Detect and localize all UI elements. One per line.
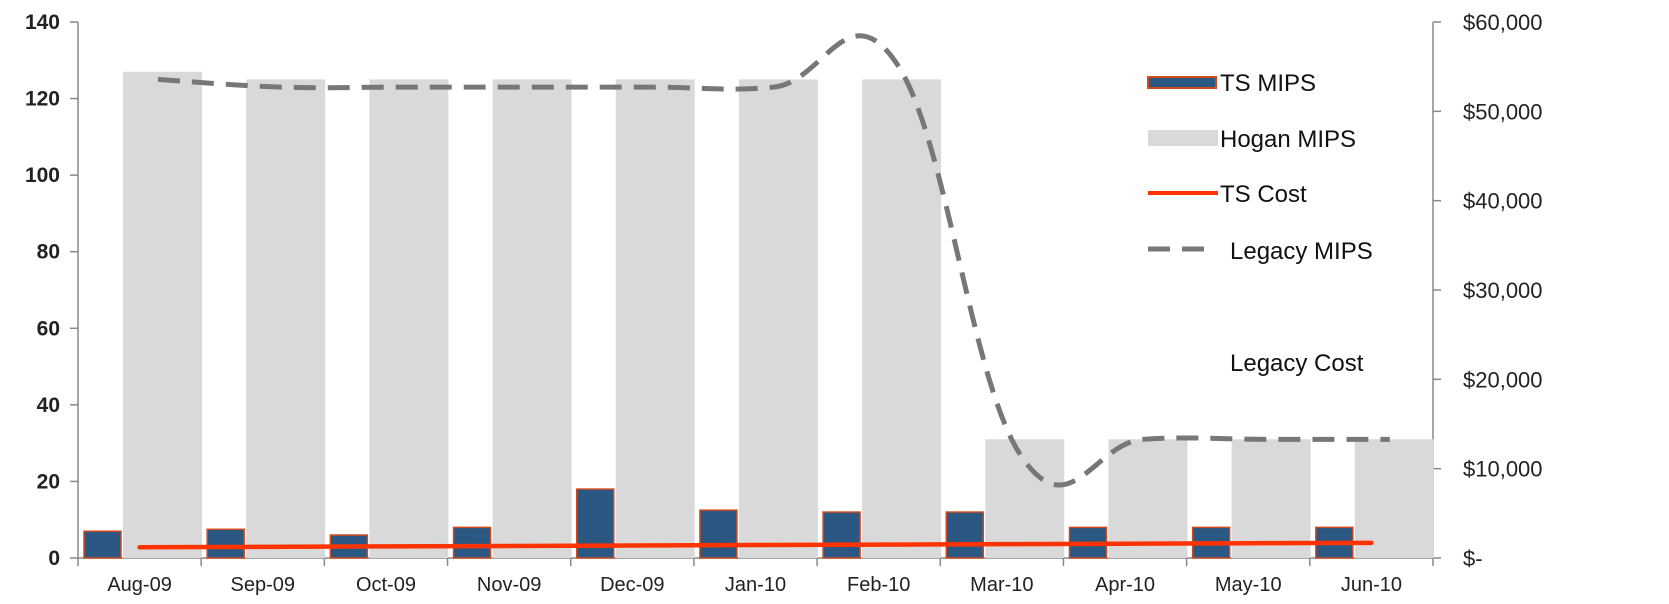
legend-label-hogan-mips: Hogan MIPS	[1220, 126, 1356, 153]
hogan-mips-bar	[246, 79, 326, 558]
x-tick-label: Oct-09	[356, 574, 416, 596]
hogan-mips-bar	[738, 79, 818, 558]
x-tick-label: Sep-09	[231, 574, 296, 596]
legacy-mips-line	[157, 33, 1390, 488]
legend-label-legacy-mips: Legacy MIPS	[1230, 238, 1373, 265]
right-tick-label: $50,000	[1463, 99, 1543, 124]
hogan-mips-bar	[369, 79, 449, 558]
hogan-mips-bar	[1231, 439, 1311, 558]
legend: TS MIPS Hogan MIPS TS Cost Legacy MIPS Legac…	[1147, 70, 1373, 377]
left-axis: 0 20 40 60 80 100 120 140	[25, 11, 79, 570]
left-tick-label: 40	[37, 394, 60, 417]
ts-mips-bar	[699, 509, 738, 559]
x-tick-label: Aug-09	[107, 574, 172, 596]
hogan-mips-bar	[615, 79, 695, 558]
ts-mips-bar	[206, 528, 245, 559]
right-axis: $- $10,000 $20,000 $30,000 $40,000 $50,000 $60…	[1432, 10, 1543, 571]
right-tick-label: $10,000	[1463, 457, 1543, 482]
right-tick-label: $30,000	[1463, 278, 1543, 303]
x-tick-label: Feb-10	[847, 574, 910, 596]
legend-swatch-ts-mips	[1147, 76, 1217, 89]
hogan-mips-bar	[985, 439, 1065, 558]
left-tick-label: 80	[37, 241, 60, 264]
ts-mips-bar	[83, 530, 122, 559]
right-tick-label: $60,000	[1463, 10, 1543, 35]
lines	[137, 33, 1390, 550]
x-tick-label: Mar-10	[970, 574, 1033, 596]
left-tick-label: 0	[48, 547, 60, 570]
ts-mips-bar	[822, 511, 861, 559]
hogan-mips-bar	[1354, 439, 1434, 558]
x-tick-label: Dec-09	[600, 574, 664, 596]
hogan-mips-bar	[862, 79, 942, 558]
legend-swatch-hogan-mips	[1148, 130, 1218, 146]
hogan-mips-bar	[1108, 439, 1188, 558]
left-tick-label: 20	[37, 470, 60, 493]
right-tick-label: $-	[1463, 546, 1483, 571]
left-tick-label: 140	[25, 11, 60, 34]
left-tick-label: 60	[37, 317, 60, 340]
right-tick-label: $40,000	[1463, 189, 1543, 214]
x-tick-label: Nov-09	[477, 574, 541, 596]
x-tick-label: Apr-10	[1095, 574, 1155, 596]
x-tick-label: Jun-10	[1341, 574, 1402, 596]
ts-mips-bar	[452, 526, 492, 559]
hogan-mips-bar	[492, 79, 572, 558]
x-tick-label: May-10	[1215, 574, 1282, 596]
bars	[83, 71, 1434, 559]
x-tick-label: Jan-10	[725, 574, 786, 596]
left-tick-label: 100	[25, 164, 60, 187]
x-axis: Aug-09 Sep-09 Oct-09 Nov-09 Dec-09 Jan-10 Feb-…	[77, 557, 1434, 596]
legend-label-ts-mips: TS MIPS	[1220, 70, 1316, 97]
ts-cost-line	[137, 540, 1374, 550]
left-tick-label: 120	[25, 88, 60, 111]
hogan-mips-bar	[123, 71, 202, 559]
right-tick-label: $20,000	[1463, 367, 1543, 392]
legend-label-ts-cost: TS Cost	[1220, 181, 1307, 208]
ts-mips-bar	[945, 511, 985, 559]
legend-label-legacy-cost: Legacy Cost	[1230, 350, 1364, 377]
